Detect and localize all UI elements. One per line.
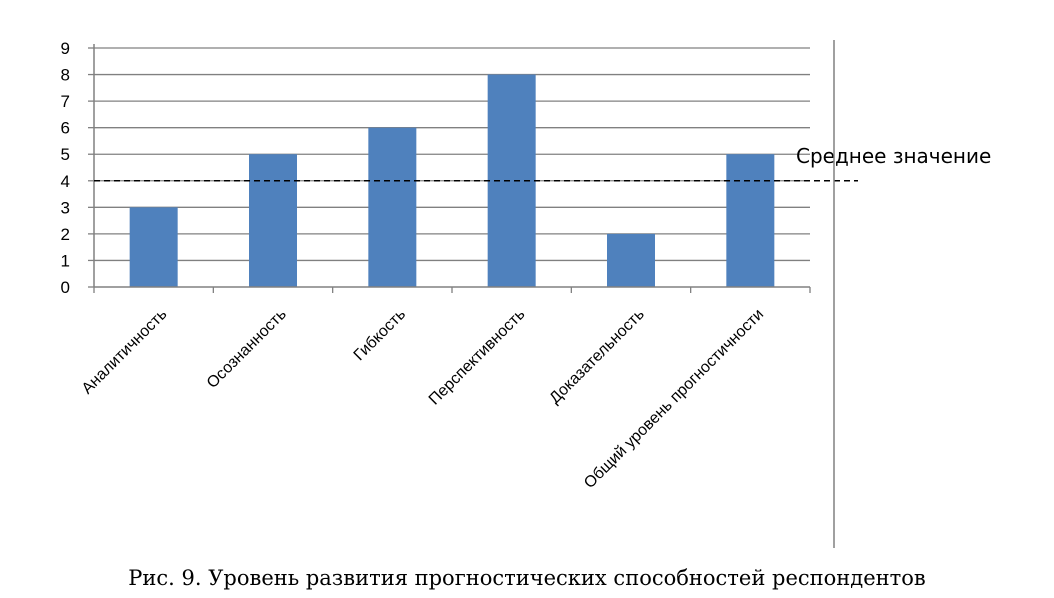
bar: [129, 207, 178, 287]
x-category-label: Доказательность: [546, 306, 647, 407]
x-category-label: Осознанность: [204, 306, 290, 392]
x-category-label: Перспективность: [426, 306, 529, 409]
bar: [249, 154, 297, 287]
x-category-label: Гибкость: [351, 306, 409, 364]
x-category-labels: Аналитичность Осознанность Гибкость Перспек…: [79, 306, 767, 492]
figure-caption: Рис. 9. Уровень развития прогностических…: [128, 566, 926, 590]
y-tick-label: 0: [61, 278, 70, 297]
y-tick-label: 5: [61, 145, 70, 164]
bars: [129, 74, 775, 288]
reference-line-group: Среднее значение: [94, 144, 991, 182]
grid-lines: [94, 47, 810, 262]
y-tick-label: 3: [61, 198, 70, 217]
bar: [368, 127, 417, 288]
y-tick-label: 6: [61, 119, 70, 138]
bar-chart: Среднее значение 0 1 2 3 4 5 6 7 8 9 Аналитичност…: [61, 39, 991, 548]
y-tick-label: 2: [61, 225, 70, 244]
average-reference-label: Среднее значение: [796, 144, 991, 168]
y-tick-label: 8: [61, 66, 70, 85]
y-tick-labels: 0 1 2 3 4 5 6 7 8 9: [61, 39, 70, 297]
y-tick-label: 4: [61, 172, 70, 191]
bar: [607, 233, 655, 287]
y-tick-label: 7: [61, 92, 70, 111]
y-tick-label: 9: [61, 39, 70, 58]
axes: [88, 44, 811, 293]
bar: [726, 154, 775, 287]
y-tick-label: 1: [61, 251, 70, 270]
x-category-label: Аналитичность: [79, 306, 171, 398]
